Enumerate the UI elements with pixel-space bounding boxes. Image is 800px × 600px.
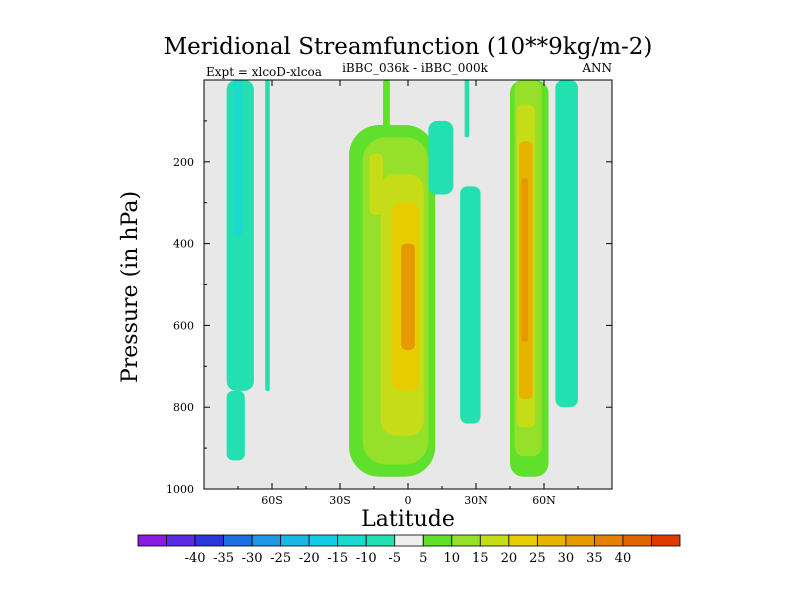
contour-region-sh-polar-lower	[226, 390, 245, 461]
colorbar-label: -40	[185, 551, 206, 566]
colorbar-swatch	[451, 534, 481, 547]
colorbar-swatch	[394, 534, 424, 547]
y-tick-label: 800	[173, 401, 194, 414]
colorbar-label: 15	[472, 551, 489, 566]
colorbar-swatch	[365, 534, 396, 547]
colorbar-swatch	[166, 534, 196, 547]
colorbar-swatch	[308, 534, 339, 547]
colorbar-swatch	[422, 534, 453, 547]
axis-ticks: 60S 30S 0 30N 60N 200 400 600 800 1000	[166, 80, 612, 507]
colorbar-label: 10	[444, 551, 461, 566]
x-tick-label: 60N	[532, 494, 556, 507]
x-axis-label: Latitude	[361, 507, 455, 532]
colorbar-swatch	[137, 534, 167, 547]
colorbar-label: 35	[586, 551, 603, 566]
contour-region-tropical-cyan-upper	[428, 120, 454, 195]
colorbar-label: 40	[615, 551, 632, 566]
x-tick-label: 30S	[329, 494, 351, 507]
colorbar-label: -15	[327, 551, 348, 566]
colorbar-label: 25	[529, 551, 546, 566]
colorbar-swatch	[251, 534, 282, 547]
colorbar-label: 30	[558, 551, 575, 566]
colorbar-label: -5	[388, 551, 401, 566]
y-tick-label: 1000	[166, 483, 194, 496]
colorbar-swatch	[565, 534, 595, 547]
subtitle-center: iBBC_036k - iBBC_000k	[342, 61, 489, 75]
contour-region-south-cell-top-strip	[383, 80, 390, 138]
contour-region-north-cell-core	[521, 178, 529, 342]
colorbar-swatch	[508, 534, 538, 547]
colorbar-swatch	[594, 534, 624, 547]
colorbar-label: -25	[270, 551, 291, 566]
x-tick-label: 0	[405, 494, 412, 507]
colorbar-swatch	[622, 534, 652, 547]
colorbar-label: -20	[299, 551, 320, 566]
y-axis-label: Pressure (in hPa)	[118, 191, 143, 383]
x-tick-label: 30N	[464, 494, 488, 507]
contour-region-south-cell-upper-lobe	[369, 153, 384, 215]
colorbar-label: 20	[501, 551, 518, 566]
colorbar-swatch	[337, 534, 367, 547]
colorbar-swatch	[280, 534, 310, 547]
contour-region-nh-polar	[555, 80, 578, 408]
contour-region-south-cell-core	[401, 243, 415, 350]
contour-regions	[226, 80, 578, 477]
plot-area: 60S 30S 0 30N 60N 200 400 600 800 1000	[166, 79, 613, 507]
colorbar-swatch	[479, 534, 510, 547]
colorbar-label: -30	[242, 551, 263, 566]
colorbar: -40 -35 -30 -25 -20 -15 -10 -5 5 10 15 20 25 30 35 40	[137, 534, 681, 566]
contour-region-tropical-cyan-strip	[464, 80, 470, 138]
colorbar-label: -35	[213, 551, 234, 566]
y-tick-label: 600	[173, 319, 194, 332]
subtitle-left: Expt = xlcoD-xlcoa	[206, 65, 322, 79]
contour-region-sh-polar-strip	[265, 80, 270, 391]
contour-region-tropical-cyan-lower	[460, 186, 481, 424]
colorbar-swatch	[651, 534, 681, 547]
colorbar-swatch	[223, 534, 253, 547]
colorbar-swatch	[536, 534, 567, 547]
colorbar-swatch	[194, 534, 224, 547]
x-tick-label: 60S	[261, 494, 283, 507]
y-tick-label: 200	[173, 156, 194, 169]
subtitle-right: ANN	[581, 61, 612, 75]
colorbar-label: -10	[356, 551, 377, 566]
contour-region-sh-polar-core	[233, 80, 243, 236]
colorbar-label: 5	[419, 551, 427, 566]
y-tick-label: 400	[173, 238, 194, 251]
chart-title: Meridional Streamfunction (10**9kg/m-2)	[164, 34, 653, 60]
